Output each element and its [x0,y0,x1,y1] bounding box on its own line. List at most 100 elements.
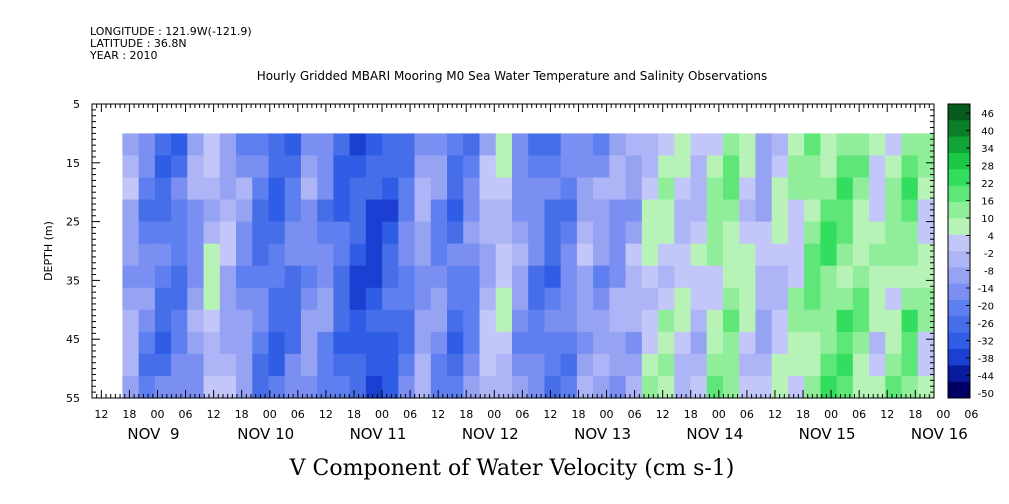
field-cell [722,133,740,157]
colorbar-label: 28 [981,162,994,173]
field-cell [804,199,821,223]
field-cell [138,353,156,377]
field-cell [722,375,740,399]
field-cell [722,221,740,245]
field-cell [317,265,335,289]
field-cell [479,287,497,311]
field-cell [495,331,513,355]
x-hour-label: 06 [403,408,417,421]
field-cell [398,133,416,157]
field-cell [787,265,805,289]
field-cell [300,287,318,311]
field-cell [382,265,399,289]
field-cell [869,243,886,267]
field-cell [219,177,237,201]
field-cell [852,309,870,333]
field-cell [690,177,708,201]
field-cell [820,287,838,311]
field-cell [722,287,740,311]
field-cell [771,331,789,355]
field-cell [398,353,416,377]
field-cell [252,177,270,201]
field-cell [317,309,335,333]
x-hour-label: 18 [908,408,922,421]
field-cell [252,265,270,289]
field-cell [252,375,270,399]
field-cell [641,177,659,201]
colorbar-label: -44 [978,372,994,383]
field-cell [495,133,513,157]
field-cell [300,331,318,355]
field-cell [787,375,805,399]
field-cell [122,309,140,333]
field-cell [722,331,740,355]
field-cell [901,353,919,377]
field-cell [236,265,253,289]
colorbar-label: 22 [981,179,994,190]
field-cell [268,265,286,289]
field-cell [300,265,318,289]
field-cell [365,331,383,355]
field-cell [333,309,351,333]
field-cell [252,243,270,267]
colorbar-swatch [948,300,970,317]
field-cell [755,353,773,377]
velocity-field [122,133,935,399]
colorbar-label: -50 [978,389,994,400]
field-cell [593,331,610,355]
field-cell [171,331,188,355]
field-cell [495,353,513,377]
field-cell [447,221,464,245]
field-cell [593,375,610,399]
field-cell [528,177,546,201]
field-cell [901,221,919,245]
field-cell [398,177,416,201]
field-cell [917,155,935,179]
field-cell [268,221,286,245]
field-cell [544,199,562,223]
field-cell [560,221,578,245]
field-cell [755,221,773,245]
field-cell [820,265,838,289]
field-cell [414,199,432,223]
x-hour-label: 18 [684,408,698,421]
field-cell [625,353,643,377]
x-hour-label: 00 [150,408,164,421]
field-cell [674,155,692,179]
x-hour-label: 06 [852,408,866,421]
field-cell [382,309,399,333]
field-cell [836,287,854,311]
field-cell [333,375,351,399]
field-cell [641,155,659,179]
field-cell [463,265,481,289]
field-cell [917,177,935,201]
field-cell [171,309,188,333]
field-cell [625,243,643,267]
field-cell [333,177,351,201]
field-cell [171,177,188,201]
field-cell [479,177,497,201]
field-cell [560,353,578,377]
field-cell [544,243,562,267]
colorbar-label: 16 [981,197,994,208]
field-cell [739,353,757,377]
x-day-label: NOV 9 [127,425,179,443]
field-cell [706,133,724,157]
field-cell [609,177,627,201]
field-cell [511,309,529,333]
field-cell [430,265,448,289]
field-cell [349,199,367,223]
field-cell [706,155,724,179]
field-cell [852,331,870,355]
field-cell [219,133,237,157]
field-cell [917,265,935,289]
field-cell [917,331,935,355]
colorbar-swatch [948,202,970,219]
x-hour-label: 12 [656,408,670,421]
field-cell [852,353,870,377]
field-cell [268,309,286,333]
field-cell [414,331,432,355]
field-cell [885,353,903,377]
field-cell [771,375,789,399]
field-cell [252,221,270,245]
